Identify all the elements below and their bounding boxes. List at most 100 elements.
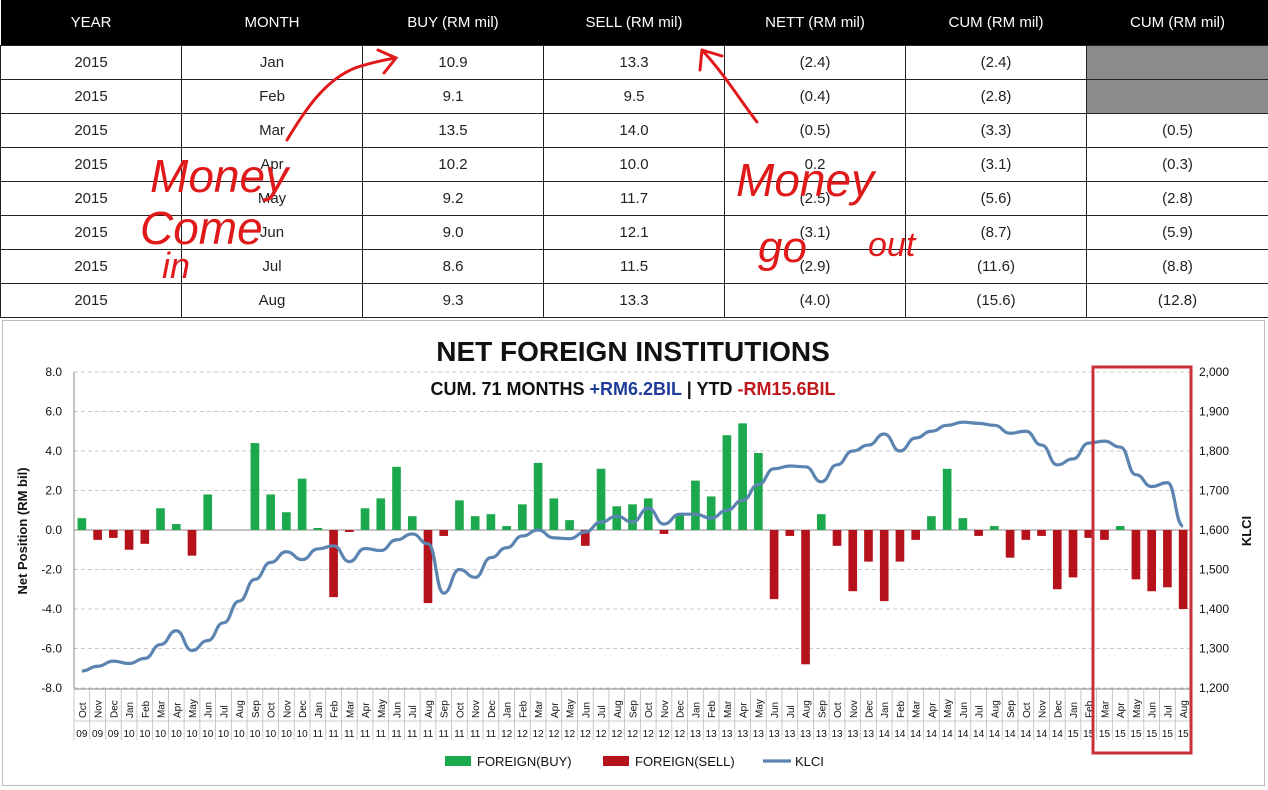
x-month-label: Jun [770,702,781,718]
x-year-label: 10 [186,729,198,740]
x-year-label: 11 [439,729,450,740]
y2-tick-label: 1,500 [1199,563,1229,577]
sell-bar [848,530,857,591]
x-month-label: May [377,699,388,718]
klci-line [82,422,1183,671]
cell-nett: (2.4) [725,46,906,80]
cell-sell: 11.5 [544,250,725,284]
x-month-label: May [188,699,199,718]
sell-bar [880,530,889,601]
cell-year: 2015 [1,80,182,114]
x-month-label: Oct [833,702,844,718]
x-month-label: Jul [1163,705,1174,718]
x-year-label: 11 [407,729,418,740]
sell-bar [424,530,433,603]
buy-bar [172,524,181,530]
x-year-label: 15 [1099,729,1111,740]
y2-tick-label: 1,800 [1199,444,1229,458]
buy-bar [927,516,936,530]
buy-bar [817,514,826,530]
x-month-label: Sep [629,700,640,718]
x-year-label: 13 [721,729,733,740]
sell-bar [1037,530,1046,536]
x-year-label: 15 [1178,729,1190,740]
legend-sell-swatch [603,756,629,766]
y2-tick-label: 2,000 [1199,365,1229,379]
legend: FOREIGN(BUY)FOREIGN(SELL)KLCI [445,754,824,769]
x-month-label: Jul [597,705,608,718]
x-month-label: Oct [455,702,466,718]
sell-bar [1163,530,1172,587]
x-month-label: Dec [109,700,120,718]
cell-buy: 8.6 [363,250,544,284]
cell-year: 2015 [1,284,182,318]
subtitle-ytd-value: -RM15.6BIL [737,379,835,399]
x-year-label: 14 [910,729,922,740]
cell-year: 2015 [1,250,182,284]
cell-cum-2: (5.9) [1087,216,1268,250]
y-tick-label: -6.0 [41,642,62,656]
cell-buy: 13.5 [363,114,544,148]
y2-tick-label: 1,400 [1199,602,1229,616]
cell-cum: (11.6) [906,250,1087,284]
cell-buy: 9.0 [363,216,544,250]
cell-month: Jul [182,250,363,284]
x-year-label: 14 [1036,729,1048,740]
x-month-label: Aug [802,700,813,718]
cell-sell: 10.0 [544,148,725,182]
y2-tick-label: 1,600 [1199,523,1229,537]
sell-bar [1132,530,1141,579]
x-year-label: 14 [926,729,938,740]
header-sell: SELL (RM mil) [544,0,725,46]
x-month-label: Sep [817,700,828,718]
sell-bar [974,530,983,536]
cell-sell: 11.7 [544,182,725,216]
buy-bar [550,498,559,530]
x-year-label: 15 [1130,729,1142,740]
buy-bar [502,526,511,530]
buy-bar [282,512,291,530]
foreign-flow-table: YEAR MONTH BUY (RM mil) SELL (RM mil) NE… [0,0,1268,318]
buy-bar [628,504,637,530]
buy-bar [203,494,212,530]
x-month-label: Oct [78,702,89,718]
net-foreign-chart: NET FOREIGN INSTITUTIONS CUM. 71 MONTHS … [3,321,1264,785]
x-month-label: Jun [393,702,404,718]
y-tick-label: 6.0 [45,405,62,419]
cell-nett: (4.0) [725,284,906,318]
sell-bar [1147,530,1156,591]
highlight-box [1093,367,1191,753]
cell-cum: (15.6) [906,284,1087,318]
y-tick-label: 0.0 [45,523,62,537]
cell-month: Jan [182,46,363,80]
x-year-label: 11 [376,729,387,740]
x-month-label: Mar [723,700,734,718]
x-year-label: 13 [690,729,702,740]
x-month-label: Nov [94,700,105,718]
sell-bar [1179,530,1188,609]
y2-tick-label: 1,700 [1199,484,1229,498]
cell-buy: 10.9 [363,46,544,80]
buy-bar [1116,526,1125,530]
x-year-label: 11 [328,729,339,740]
x-month-label: Apr [550,702,561,718]
x-year-label: 13 [816,729,828,740]
y-tick-label: 4.0 [45,444,62,458]
x-month-label: Nov [1038,700,1049,718]
x-year-label: 10 [297,729,309,740]
x-month-label: Mar [345,700,356,718]
cell-month: Feb [182,80,363,114]
x-year-label: 13 [847,729,859,740]
header-nett: NETT (RM mil) [725,0,906,46]
x-month-label: Apr [1116,702,1127,718]
sell-bar [911,530,920,540]
y-tick-label: 2.0 [45,484,62,498]
cell-sell: 14.0 [544,114,725,148]
x-month-label: Apr [927,702,938,718]
x-year-label: 12 [548,729,560,740]
y2-tick-label: 1,900 [1199,405,1229,419]
x-year-label: 10 [171,729,183,740]
legend-buy-label: FOREIGN(BUY) [477,754,572,769]
